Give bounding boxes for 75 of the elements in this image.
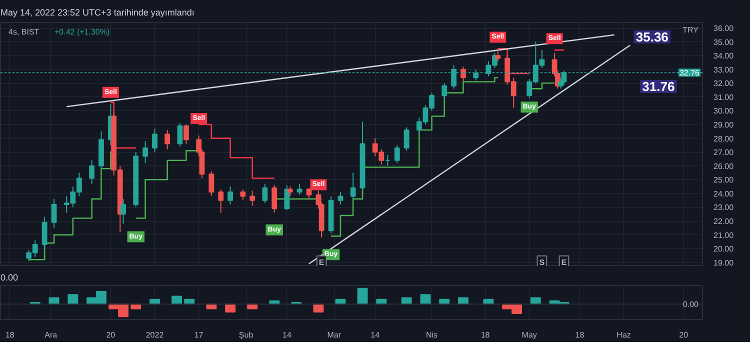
y-tick-label: 32.00: [714, 79, 734, 88]
candlestick: [228, 186, 234, 205]
y-tick-label: 19.00: [714, 258, 734, 268]
candlestick: [350, 172, 356, 200]
y-tick-label: 26.00: [714, 162, 734, 171]
candlestick: [152, 128, 158, 153]
text: 4s, BIST: [8, 28, 40, 36]
y-tick-label: 22.00: [714, 217, 734, 226]
candlestick: [164, 130, 170, 150]
annotation: 0.00: [682, 300, 700, 310]
candlestick: [208, 170, 214, 197]
x-tick-label: 18: [480, 330, 490, 340]
y-tick-label: 30.00: [714, 106, 734, 116]
x-tick-label: 20: [106, 330, 116, 340]
annotation: 35.36: [636, 29, 668, 44]
candlestick: [495, 48, 501, 62]
ref-line-label: 32.76: [679, 68, 700, 78]
x-tick-label: 17: [194, 330, 204, 340]
x-tick-label: 20: [679, 330, 689, 340]
annotation: E: [318, 258, 325, 267]
candlestick: [218, 188, 224, 214]
x-tick-label: Şub: [238, 330, 254, 340]
text: +0.42 (+1.30%): [54, 28, 110, 36]
candlestick: [240, 188, 246, 201]
x-tick-label: Ara: [44, 330, 58, 340]
annotation: S: [539, 258, 546, 267]
y-tick-label: 20.00: [714, 244, 734, 254]
candlestick: [272, 184, 278, 214]
candlestick: [184, 124, 189, 144]
annotation: E: [561, 258, 568, 267]
annotation: 31.76: [642, 78, 675, 94]
x-tick-label: 18: [5, 330, 15, 340]
candlestick: [338, 192, 344, 205]
candlestick: [120, 198, 126, 224]
y-tick-label: 24.00: [714, 189, 734, 198]
bar: [225, 304, 236, 312]
candlestick: [306, 187, 312, 200]
candlestick: [51, 198, 57, 228]
candlestick: [250, 190, 256, 206]
candlestick: [394, 144, 400, 164]
text: 0.00: [0, 272, 18, 282]
x-tick-label: Mar: [327, 330, 342, 340]
candlestick: [296, 183, 302, 196]
y-tick-label: 23.00: [714, 203, 734, 212]
y-tick-label: 28.00: [714, 134, 734, 144]
x-tick-label: Haz: [616, 330, 631, 340]
candlestick: [89, 160, 94, 184]
y-tick-label: 34.00: [714, 52, 734, 61]
y-tick-label: 33.00: [714, 65, 734, 74]
candlestick: [442, 82, 448, 100]
x-tick-label: 18: [575, 330, 585, 340]
candlestick: [460, 66, 466, 82]
x-tick-label: Nis: [426, 330, 438, 340]
y-tick-label: 27.00: [714, 148, 734, 158]
x-tick-label: 2022: [146, 330, 164, 340]
text: May 14, 2022 23:52 UTC+3 tarihinde yayımlandı: [0, 8, 194, 18]
candlestick: [404, 126, 410, 152]
x-tick-label: 14: [370, 330, 380, 340]
x-tick-label: 14: [282, 330, 292, 340]
y-tick-label: 21.00: [714, 230, 734, 240]
candlestick: [177, 122, 183, 148]
y-tick-label: 25.00: [714, 176, 734, 185]
candlestick: [42, 216, 48, 250]
y-tick-label: 29.00: [714, 120, 734, 130]
y-axis-title: TRY: [682, 26, 700, 34]
bar: [172, 296, 182, 305]
y-tick-label: 31.00: [714, 92, 734, 102]
bar: [313, 304, 324, 312]
y-tick-label: 36.00: [714, 24, 734, 34]
candlestick: [287, 186, 293, 197]
candlestick: [142, 140, 148, 164]
bar: [68, 294, 78, 305]
candlestick: [262, 183, 268, 204]
y-tick-label: 35.00: [714, 38, 734, 47]
x-tick-label: May: [522, 330, 537, 340]
